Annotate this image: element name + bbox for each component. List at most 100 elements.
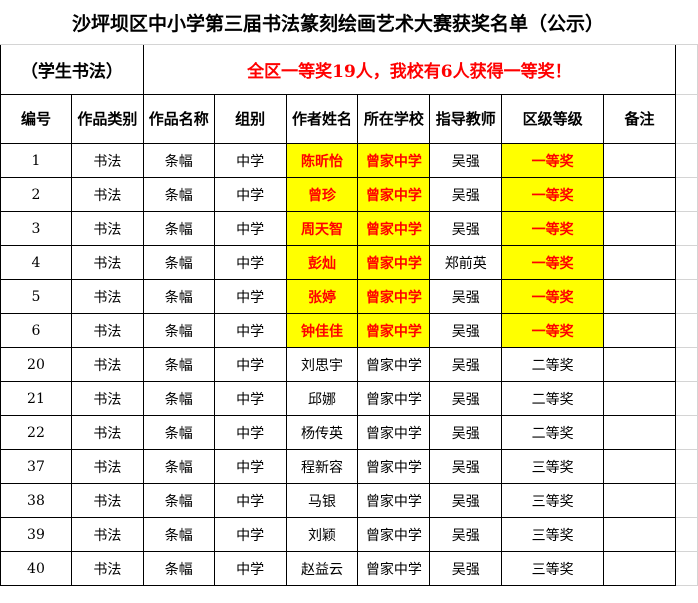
cell: 吴强 (429, 483, 503, 518)
cell: 条幅 (142, 415, 215, 450)
cell: 38 (0, 483, 72, 518)
cell: 周天智 (285, 211, 359, 246)
cell: 钟佳佳 (285, 313, 359, 348)
table-row: 40 书法 条幅 中学 赵益云 曾家中学 吴强 三等奖 (0, 551, 698, 586)
table-row: 20 书法 条幅 中学 刘思宇 曾家中学 吴强 二等奖 (0, 347, 698, 382)
header-cell: 指导教师 (429, 94, 503, 144)
header-cell: 备注 (603, 94, 676, 144)
cell: 邱娜 (285, 381, 359, 416)
cell: 吴强 (429, 449, 503, 484)
extra-cell (674, 177, 698, 212)
cell: 曾家中学 (357, 177, 431, 212)
table-row: 1 书法 条幅 中学 陈昕怡 曾家中学 吴强 一等奖 (0, 143, 698, 178)
cell: 曾家中学 (357, 143, 431, 178)
cell: 书法 (70, 483, 144, 518)
extra-cell (674, 483, 698, 518)
cell: 程新容 (285, 449, 359, 484)
cell: 条幅 (142, 177, 215, 212)
cell: 中学 (213, 449, 287, 484)
cell: 三等奖 (501, 449, 605, 484)
cell: 曾家中学 (357, 279, 431, 314)
cell: 4 (0, 245, 72, 280)
cell: 中学 (213, 245, 287, 280)
extra-cell (674, 517, 698, 552)
cell: 条幅 (142, 483, 215, 518)
extra-cell (674, 94, 698, 144)
cell: 条幅 (142, 143, 215, 178)
cell: 书法 (70, 415, 144, 450)
empty-cell (603, 415, 676, 450)
cell: 书法 (70, 177, 144, 212)
cell: 中学 (213, 517, 287, 552)
header-cell: 编号 (0, 94, 72, 144)
extra-cell (674, 211, 698, 246)
cell: 二等奖 (501, 347, 605, 382)
cell: 21 (0, 381, 72, 416)
cell: 书法 (70, 381, 144, 416)
extra-cell (674, 279, 698, 314)
cell: 彭灿 (285, 245, 359, 280)
header-cell: 区级等级 (501, 94, 605, 144)
header-cell: 所在学校 (357, 94, 431, 144)
cell: 5 (0, 279, 72, 314)
extra-cell (674, 347, 698, 382)
extra-cell (674, 143, 698, 178)
extra-cell (674, 245, 698, 280)
cell: 中学 (213, 551, 287, 586)
cell: 条幅 (142, 551, 215, 586)
cell: 曾家中学 (357, 551, 431, 586)
header-row: 编号 作品类别 作品名称 组别 作者姓名 所在学校 指导教师 区级等级 备注 (0, 94, 698, 144)
table-row: 6 书法 条幅 中学 钟佳佳 曾家中学 吴强 一等奖 (0, 313, 698, 348)
table-row: 21 书法 条幅 中学 邱娜 曾家中学 吴强 二等奖 (0, 381, 698, 416)
cell: 曾家中学 (357, 517, 431, 552)
cell: 吴强 (429, 347, 503, 382)
cell: 3 (0, 211, 72, 246)
extra-cell (674, 313, 698, 348)
table-row: 37 书法 条幅 中学 程新容 曾家中学 吴强 三等奖 (0, 449, 698, 484)
cell: 条幅 (142, 381, 215, 416)
cell: 一等奖 (501, 245, 605, 280)
cell: 6 (0, 313, 72, 348)
cell: 条幅 (142, 245, 215, 280)
header-cell: 作品名称 (142, 94, 215, 144)
empty-cell (603, 245, 676, 280)
extra-cell (674, 449, 698, 484)
cell: 中学 (213, 177, 287, 212)
cell: 书法 (70, 347, 144, 382)
cell: 曾家中学 (357, 313, 431, 348)
cell: 中学 (213, 381, 287, 416)
cell: 条幅 (142, 347, 215, 382)
cell: 吴强 (429, 551, 503, 586)
cell: 一等奖 (501, 177, 605, 212)
cell: 刘思宇 (285, 347, 359, 382)
table-row: 5 书法 条幅 中学 张婷 曾家中学 吴强 一等奖 (0, 279, 698, 314)
cell: 刘颖 (285, 517, 359, 552)
cell: 中学 (213, 313, 287, 348)
cell: 曾家中学 (357, 415, 431, 450)
cell: 中学 (213, 279, 287, 314)
cell: 曾家中学 (357, 381, 431, 416)
cell: 赵益云 (285, 551, 359, 586)
cell: 吴强 (429, 415, 503, 450)
cell: 中学 (213, 143, 287, 178)
empty-cell (603, 143, 676, 178)
extra-cell (674, 551, 698, 586)
notice: 全区一等奖19人，我校有6人获得一等奖！ (142, 44, 676, 95)
cell: 条幅 (142, 211, 215, 246)
cell: 吴强 (429, 381, 503, 416)
cell: 吴强 (429, 143, 503, 178)
cell: 书法 (70, 143, 144, 178)
header-cell: 组别 (213, 94, 287, 144)
cell: 曾家中学 (357, 245, 431, 280)
cell: 一等奖 (501, 143, 605, 178)
cell: 1 (0, 143, 72, 178)
cell: 39 (0, 517, 72, 552)
empty-cell (603, 483, 676, 518)
empty-cell (603, 551, 676, 586)
cell: 曾珍 (285, 177, 359, 212)
cell: 书法 (70, 211, 144, 246)
table-row: 38 书法 条幅 中学 马银 曾家中学 吴强 三等奖 (0, 483, 698, 518)
table-row: 4 书法 条幅 中学 彭灿 曾家中学 郑前英 一等奖 (0, 245, 698, 280)
cell: 条幅 (142, 279, 215, 314)
cell: 书法 (70, 551, 144, 586)
